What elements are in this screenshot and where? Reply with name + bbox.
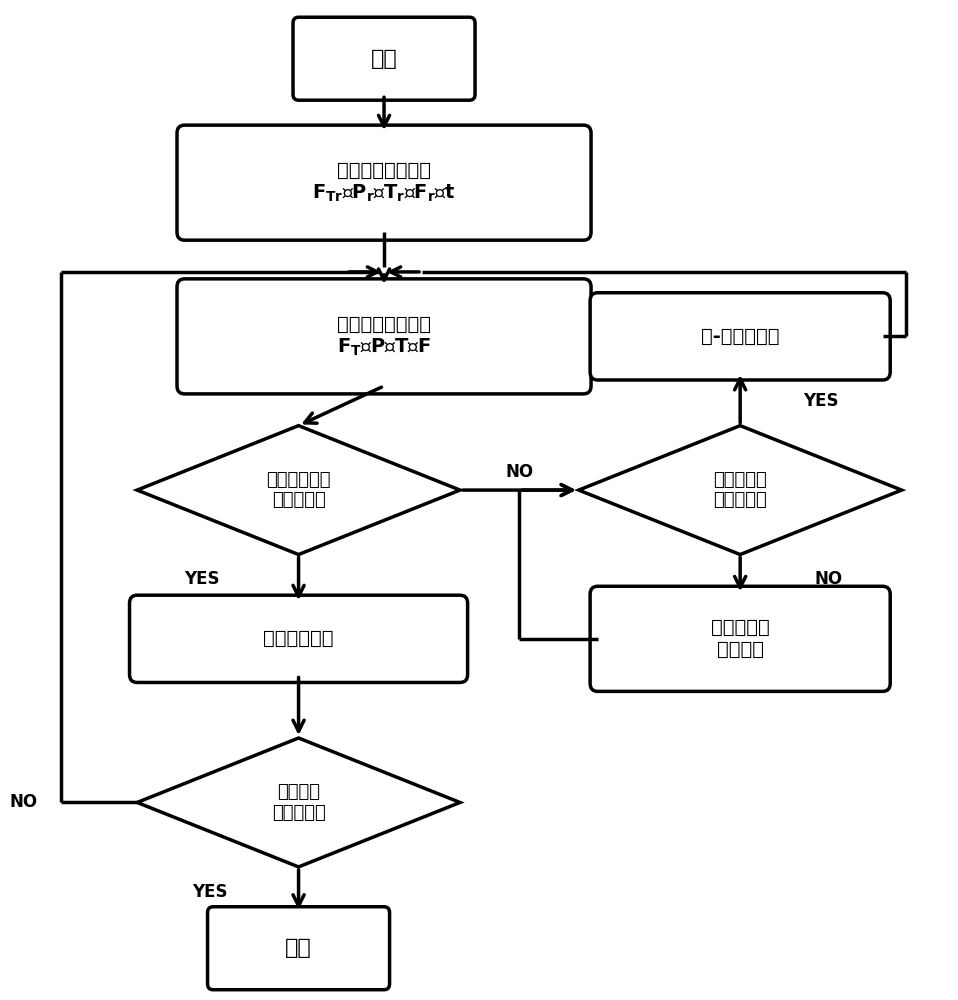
FancyBboxPatch shape: [590, 293, 890, 380]
Text: 热压时间
是否完成？: 热压时间 是否完成？: [272, 783, 326, 822]
Text: NO: NO: [505, 463, 534, 481]
FancyBboxPatch shape: [177, 279, 591, 394]
Text: 完成: 完成: [285, 938, 312, 958]
FancyBboxPatch shape: [129, 595, 468, 682]
FancyBboxPatch shape: [177, 125, 591, 240]
Text: 开始: 开始: [371, 49, 398, 69]
Text: 获取当前状态参数
$\mathbf{F_T}$、$\mathbf{P}$、$\mathbf{T}$、$\mathbf{F}$: 获取当前状态参数 $\mathbf{F_T}$、$\mathbf{P}$、$\m…: [337, 315, 431, 358]
Text: YES: YES: [803, 392, 838, 410]
FancyBboxPatch shape: [293, 17, 475, 100]
Text: NO: NO: [815, 570, 843, 588]
Text: YES: YES: [192, 883, 227, 901]
Text: 热压头温度
是否达标？: 热压头温度 是否达标？: [714, 471, 767, 509]
Text: 当前状态参数
是否达标？: 当前状态参数 是否达标？: [266, 471, 331, 509]
FancyBboxPatch shape: [590, 586, 890, 691]
Text: YES: YES: [184, 570, 219, 588]
Text: 设定生产工艺参数
$\mathbf{F_{Tr}}$、$\mathbf{P_r}$、$\mathbf{T_r}$、$\mathbf{F_r}$、$\mathbf: 设定生产工艺参数 $\mathbf{F_{Tr}}$、$\mathbf{P_r}…: [312, 161, 456, 204]
Text: 力-位混合控制: 力-位混合控制: [701, 327, 780, 346]
FancyBboxPatch shape: [208, 907, 390, 990]
Polygon shape: [137, 426, 460, 555]
Text: NO: NO: [9, 793, 37, 811]
Text: 温控器进行
温度调整: 温控器进行 温度调整: [711, 618, 769, 659]
Text: 进行热压操作: 进行热压操作: [263, 629, 333, 648]
Polygon shape: [579, 426, 901, 555]
Polygon shape: [137, 738, 460, 867]
